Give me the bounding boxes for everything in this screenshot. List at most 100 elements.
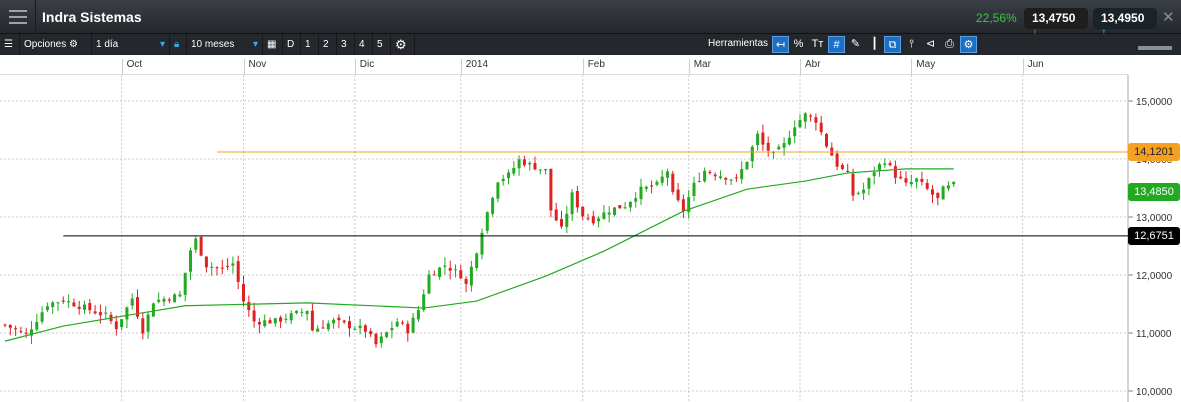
candle-down	[936, 192, 940, 198]
sell-price-button[interactable]: 13,4750 ↓	[1024, 8, 1088, 39]
grid-icon[interactable]: #	[828, 36, 845, 53]
candle-up	[332, 319, 336, 324]
close-icon[interactable]: ✕	[1162, 9, 1175, 26]
candle-down	[925, 182, 929, 189]
candle-up	[793, 127, 797, 137]
month-label: Oct	[121, 59, 142, 75]
candle-up	[544, 169, 548, 171]
candle-up	[162, 298, 166, 302]
candle-up	[697, 181, 701, 183]
candle-up	[353, 328, 357, 330]
candle-down	[268, 320, 272, 324]
candle-up	[777, 146, 781, 150]
candle-up	[151, 303, 155, 317]
candle-up	[628, 201, 632, 208]
candle-up	[295, 310, 298, 313]
candle-icon[interactable]: ┃	[871, 38, 878, 50]
candle-up	[745, 161, 749, 170]
options-button[interactable]: Opciones ⚙	[20, 34, 92, 55]
candle-down	[533, 163, 537, 170]
candle-up	[83, 304, 86, 310]
lock-icon[interactable]: 🔒︎	[170, 34, 187, 55]
candle-up	[613, 207, 616, 215]
candle-up	[862, 189, 866, 194]
candle-up	[358, 325, 362, 329]
candle-down	[464, 278, 468, 284]
candle-up	[35, 322, 39, 330]
buy-price: 13,4950	[1101, 11, 1145, 25]
date-axis: Oct Nov Dic 2014 Feb Mar Abr May Jun	[0, 55, 1128, 75]
title-bar: Indra Sistemas 22,56% 13,4750 ↓ 13,4950 …	[0, 0, 1181, 39]
list-icon[interactable]: ☰	[0, 34, 20, 55]
candle-down	[242, 283, 245, 302]
settings-edit-icon[interactable]: ⚙	[960, 36, 977, 53]
candle-down	[920, 178, 924, 182]
candle-down	[369, 331, 373, 335]
indicator-icon[interactable]: ⫯	[909, 38, 914, 50]
candle-up	[120, 319, 124, 328]
month-label: Nov	[243, 59, 266, 75]
candle-up	[305, 310, 309, 315]
compare-icon[interactable]: ⧉	[884, 36, 901, 53]
interval-select[interactable]: 1 día ▾	[92, 34, 170, 55]
tag-icon[interactable]: ⊲	[925, 38, 936, 50]
candle-up	[941, 186, 945, 200]
candle-down	[257, 321, 261, 325]
candle-down	[581, 206, 585, 217]
candle-up	[146, 314, 150, 332]
candle-down	[840, 164, 844, 169]
period-2[interactable]: 2	[319, 34, 337, 55]
candle-down	[734, 177, 738, 179]
candle-up	[528, 162, 532, 165]
price-chart[interactable]: 15,000014,000013,000012,000011,000010,00…	[0, 75, 1181, 402]
month-label: Dic	[354, 59, 374, 75]
range-select[interactable]: 10 meses ▾	[187, 34, 263, 55]
candle-up	[475, 253, 479, 268]
candle-down	[374, 333, 378, 345]
back-icon[interactable]: ↤	[772, 36, 789, 53]
period-1[interactable]: 1	[301, 34, 319, 55]
text-size-icon[interactable]: Tт	[811, 38, 824, 50]
candle-down	[819, 122, 823, 133]
candle-down	[459, 270, 463, 279]
candle-up	[273, 318, 277, 324]
candle-down	[708, 171, 712, 174]
candle-up	[379, 336, 383, 344]
candle-down	[88, 303, 92, 311]
candle-down	[851, 173, 855, 196]
percent-icon[interactable]: %	[793, 38, 804, 50]
instrument-title: Indra Sistemas	[42, 9, 142, 25]
candle-down	[93, 311, 97, 314]
period-d[interactable]: D	[283, 34, 301, 55]
candle-up	[719, 176, 722, 178]
window-size-icon[interactable]	[1138, 43, 1172, 50]
candle-up	[469, 266, 473, 286]
draw-icon[interactable]: ✎	[850, 38, 861, 50]
candle-down	[618, 205, 622, 209]
print-icon[interactable]: ⎙	[945, 38, 954, 50]
sell-price: 13,4750	[1032, 11, 1076, 25]
candle-up	[692, 182, 696, 196]
candle-down	[363, 325, 367, 332]
candle-down	[650, 185, 654, 187]
calendar-icon[interactable]: ▦	[263, 34, 283, 55]
candle-down	[8, 324, 12, 328]
candle-down	[432, 274, 436, 276]
chevron-down-icon: ▾	[159, 39, 165, 50]
last-price-tag: 13,4850	[1128, 182, 1180, 201]
candle-down	[167, 299, 171, 301]
options-label: Opciones	[24, 39, 67, 50]
period-5[interactable]: 5	[373, 34, 391, 55]
y-tick-label: 13,0000	[1136, 213, 1173, 224]
candle-up	[395, 321, 399, 327]
settings-gear-icon[interactable]: ⚙	[391, 34, 415, 55]
candle-up	[687, 197, 691, 213]
candle-up	[655, 181, 659, 185]
menu-icon[interactable]	[0, 0, 36, 34]
period-4[interactable]: 4	[355, 34, 373, 55]
candle-up	[782, 143, 786, 148]
candle-up	[284, 318, 288, 320]
candle-up	[607, 212, 611, 215]
buy-price-button[interactable]: 13,4950 ↑	[1093, 8, 1157, 39]
period-3[interactable]: 3	[337, 34, 355, 55]
